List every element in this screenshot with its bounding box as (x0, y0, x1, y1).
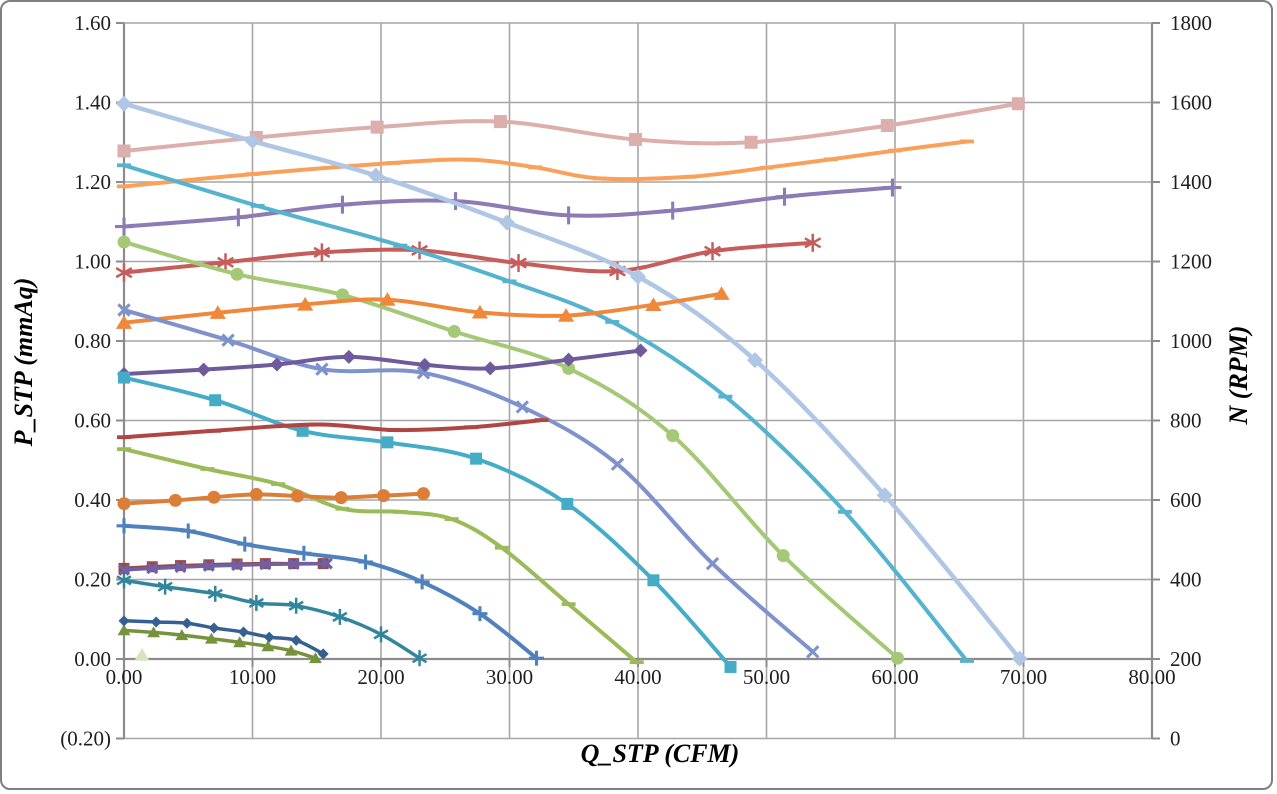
series-nq9-line (122, 139, 969, 189)
series-nq1-line (122, 561, 329, 572)
plot-layer: 0.00 10.00 20.00 30.00 40.00 50.00 60.00 70.00 8… (60, 11, 1212, 751)
x-tick-label-70.00: 70.00 (1000, 665, 1047, 689)
series-pq8-markers (117, 235, 905, 665)
series-nq6-line (122, 291, 724, 325)
y-right-tick-label-400: 400 (1170, 568, 1202, 592)
x-tick-label-20.00: 20.00 (357, 665, 404, 689)
x-tick-label-0.00: 0.00 (106, 665, 143, 689)
x-axis-title: Q_STP (CFM) (581, 739, 740, 768)
y-left-tick-label-1.00: 1.00 (74, 250, 111, 274)
y-right-tick-label-1800: 1800 (1170, 11, 1212, 35)
series-pq10 (116, 95, 1028, 667)
y-right-tick-label-1000: 1000 (1170, 329, 1212, 353)
series-nq5-markers (117, 343, 648, 381)
y-right-tick-label-800: 800 (1170, 409, 1202, 433)
y-right-axis-title: N (RPM) (1224, 326, 1253, 426)
y-left-axis-title: P_STP (mmAq) (9, 278, 38, 448)
y-left-tick-label-0.60: 0.60 (74, 409, 111, 433)
series-pq6-markers (118, 371, 737, 673)
series-pq5-markers (117, 447, 644, 665)
y-right-tick-label-600: 600 (1170, 488, 1202, 512)
series-nq4 (117, 418, 549, 440)
series-pq4-markers (116, 518, 544, 666)
y-right-tick-label-0: 0 (1170, 727, 1181, 751)
series-pq2-markers (117, 624, 322, 664)
series-nq8-line (122, 185, 895, 229)
y-left-tick-label-0.20: 0.20 (74, 568, 111, 592)
series-pq4 (116, 518, 544, 666)
y-left-tick-label-0.40: 0.40 (74, 488, 111, 512)
series-pq7-markers (117, 303, 820, 659)
y-left-tick-label-1.60: 1.60 (74, 11, 111, 35)
series-pq9-markers (117, 163, 974, 663)
x-tick-label-80.00: 80.00 (1128, 665, 1175, 689)
series-pq1-markers (118, 615, 329, 660)
series-nq3 (117, 487, 430, 511)
series-pq9 (117, 163, 974, 663)
y-left-tick-label-1.40: 1.40 (74, 91, 111, 115)
series-nq9-markers (117, 139, 974, 189)
y-left-tick-label-0.80: 0.80 (74, 329, 111, 353)
y-right-tick-label-1400: 1400 (1170, 170, 1212, 194)
series-nq3-markers (117, 487, 430, 511)
series-pq2 (117, 624, 322, 664)
series-nq10-markers (117, 97, 1025, 158)
series-nq9 (117, 139, 974, 189)
series-pq5 (117, 447, 644, 665)
series-pq10-markers (116, 95, 1028, 667)
series-nq7-line (122, 240, 815, 275)
series-pq7 (117, 303, 820, 659)
series-nq5-line (122, 348, 643, 376)
y-left-tick-label-(0.20): (0.20) (60, 727, 111, 751)
y-left-tick-label-0.00: 0.00 (74, 647, 111, 671)
series-nq6 (115, 286, 730, 329)
series-nq7 (115, 233, 822, 282)
series-nq10 (117, 97, 1025, 158)
series-nq5 (117, 343, 648, 381)
series-pq3-markers (116, 572, 428, 667)
y-right-tick-label-200: 200 (1170, 647, 1202, 671)
series-stray-markers (134, 648, 150, 661)
series-pq1 (118, 615, 329, 660)
series-nq8 (115, 178, 902, 236)
x-tick-label-30.00: 30.00 (486, 665, 533, 689)
series-nq1 (118, 557, 333, 576)
series-pq7-line (122, 308, 815, 654)
y-right-tick-label-1600: 1600 (1170, 91, 1212, 115)
y-right-tick-label-1200: 1200 (1170, 250, 1212, 274)
x-tick-label-10.00: 10.00 (229, 665, 276, 689)
series-nq1-markers (118, 557, 333, 576)
series-pq8-line (122, 240, 900, 661)
x-tick-label-50.00: 50.00 (743, 665, 790, 689)
series-nq10-line (122, 101, 1021, 153)
series-nq6-markers (115, 286, 730, 329)
x-tick-label-60.00: 60.00 (871, 665, 918, 689)
y-left-tick-label-1.20: 1.20 (74, 170, 111, 194)
series-pq8 (117, 235, 905, 665)
series-stray (134, 648, 150, 661)
series-nq8-markers (115, 178, 902, 236)
series-pq6 (118, 371, 737, 673)
series-nq4-markers (117, 418, 549, 440)
series-pq3 (116, 572, 428, 667)
x-tick-label-40.00: 40.00 (614, 665, 661, 689)
